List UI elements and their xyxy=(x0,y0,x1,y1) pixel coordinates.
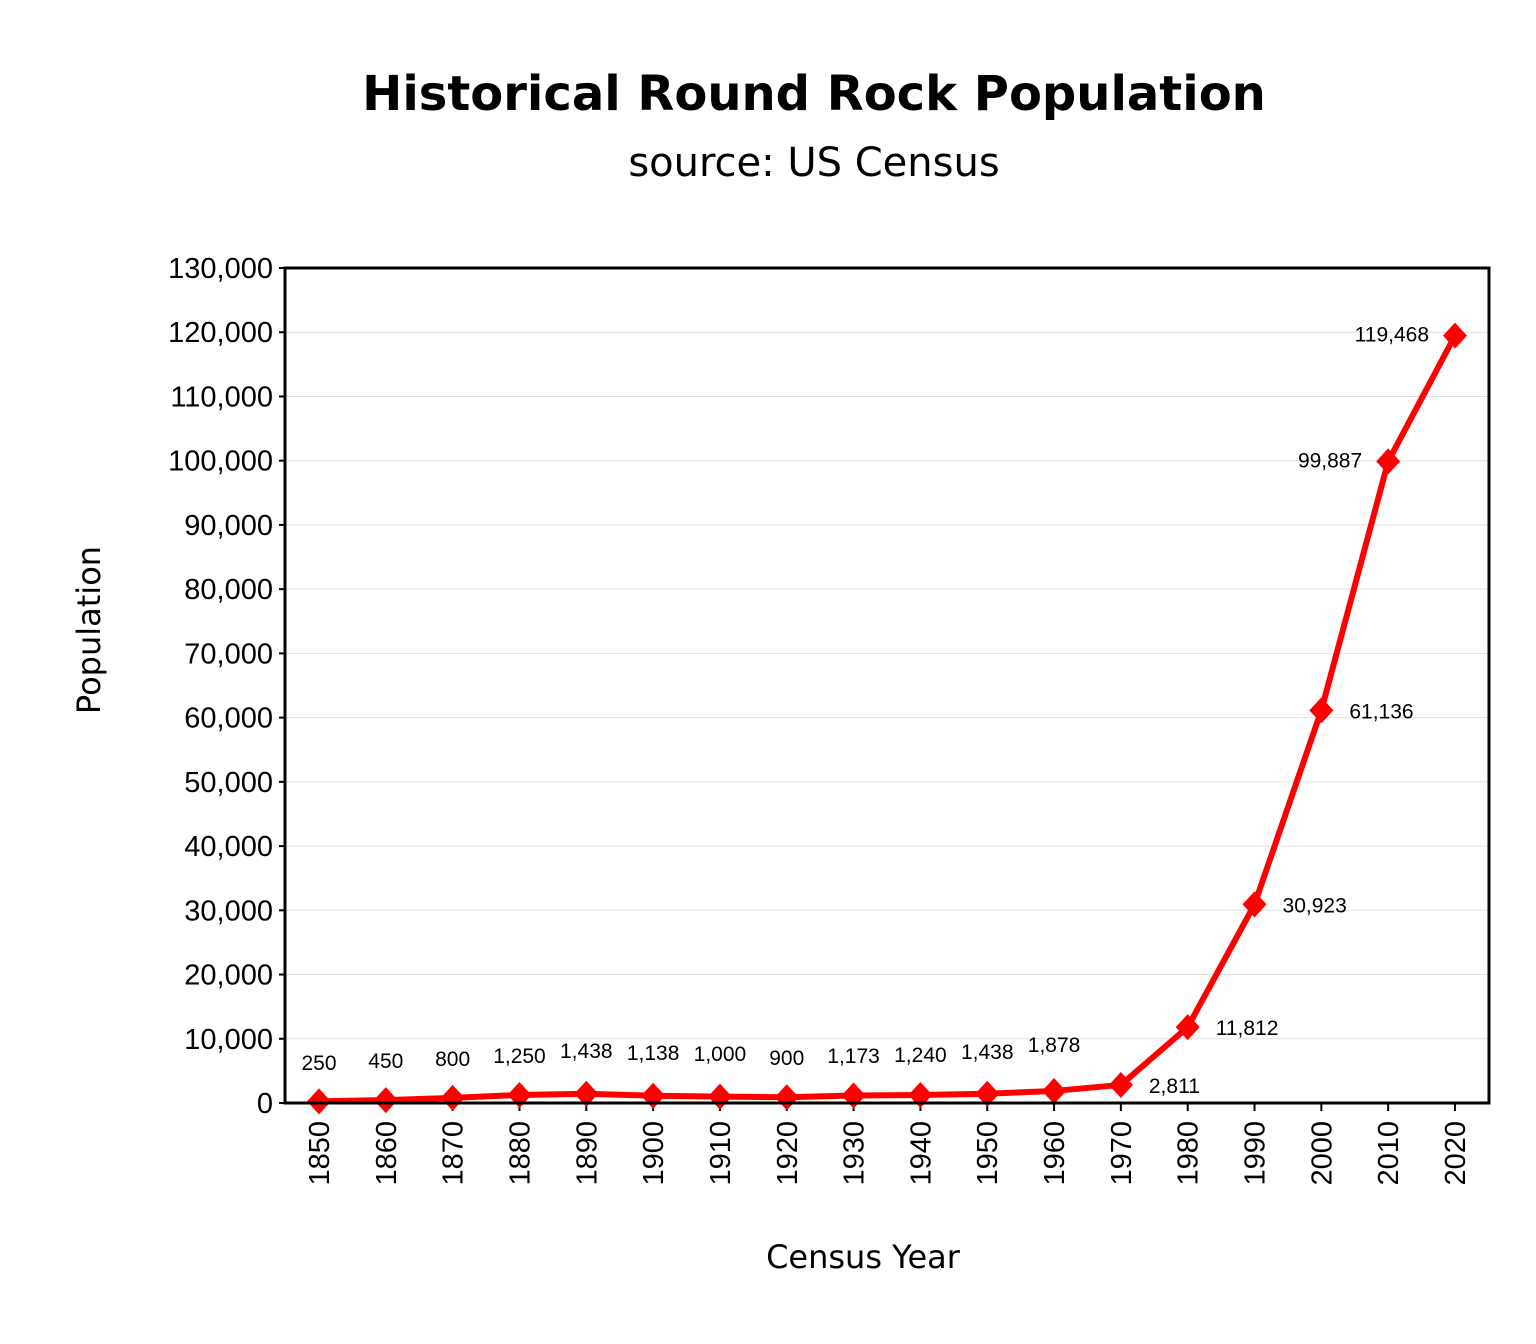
y-axis-ticks: 0 10,000 20,000 30,000 40,000 50,000 60,000 70,… xyxy=(168,253,285,1120)
data-label: 11,812 xyxy=(1216,1017,1279,1040)
data-label: 900 xyxy=(769,1047,804,1070)
y-tick-label: 110,000 xyxy=(170,381,273,413)
x-tick-label: 1990 xyxy=(1240,1121,1272,1186)
y-axis-title: Population xyxy=(70,546,108,714)
data-labels: 250 450 800 1,250 1,438 1,138 1,000 900 1,173 1,2… xyxy=(301,324,1429,1098)
data-label: 1,250 xyxy=(493,1045,546,1068)
data-point-marker xyxy=(574,1080,599,1107)
x-tick-label: 1900 xyxy=(638,1121,670,1186)
y-tick-label: 90,000 xyxy=(184,510,273,542)
data-label: 99,887 xyxy=(1298,449,1362,472)
x-tick-label: 1980 xyxy=(1173,1121,1205,1186)
data-point-marker xyxy=(841,1082,866,1109)
data-point-marker xyxy=(774,1084,799,1111)
data-label: 2,811 xyxy=(1149,1075,1200,1098)
chart-subtitle: source: US Census xyxy=(628,140,999,186)
y-tick-label: 100,000 xyxy=(168,446,273,478)
x-tick-label: 1880 xyxy=(504,1121,536,1186)
data-point-marker xyxy=(1376,448,1401,475)
x-axis-title: Census Year xyxy=(766,1238,961,1276)
y-tick-label: 40,000 xyxy=(184,831,273,863)
data-label: 1,173 xyxy=(827,1045,880,1068)
x-tick-label: 2020 xyxy=(1440,1121,1472,1186)
y-tick-label: 60,000 xyxy=(184,703,273,735)
y-tick-label: 30,000 xyxy=(184,895,273,927)
y-tick-label: 0 xyxy=(257,1088,273,1120)
x-tick-label: 2010 xyxy=(1373,1121,1405,1186)
y-tick-label: 80,000 xyxy=(184,574,273,606)
data-label: 61,136 xyxy=(1349,700,1413,723)
x-tick-label: 1950 xyxy=(972,1121,1004,1186)
data-label: 1,878 xyxy=(1028,1034,1081,1057)
data-label: 800 xyxy=(435,1048,470,1071)
data-label: 30,923 xyxy=(1283,894,1347,917)
data-label: 450 xyxy=(368,1050,403,1073)
data-label: 1,438 xyxy=(961,1041,1014,1064)
data-point-marker xyxy=(1443,322,1467,349)
x-tick-label: 1870 xyxy=(438,1121,470,1186)
y-tick-label: 120,000 xyxy=(168,317,273,349)
data-point-marker xyxy=(1108,1071,1133,1098)
data-label: 1,000 xyxy=(694,1043,747,1066)
series-line xyxy=(318,334,1458,1105)
x-tick-label: 1970 xyxy=(1106,1121,1138,1186)
plot-area-border xyxy=(283,266,1491,1105)
y-tick-label: 10,000 xyxy=(184,1024,273,1056)
data-point-marker xyxy=(373,1087,398,1114)
data-point-marker xyxy=(707,1083,732,1110)
data-label: 1,240 xyxy=(894,1044,947,1067)
data-point-marker xyxy=(307,1088,331,1115)
x-tick-label: 1930 xyxy=(839,1121,871,1186)
chart-title: Historical Round Rock Population xyxy=(362,66,1266,122)
x-tick-label: 1850 xyxy=(304,1121,336,1186)
x-tick-label: 1940 xyxy=(905,1121,937,1186)
data-point-marker xyxy=(641,1082,666,1109)
data-point-marker xyxy=(1242,891,1267,918)
y-tick-label: 20,000 xyxy=(184,960,273,992)
y-tick-label: 50,000 xyxy=(184,767,273,799)
x-tick-label: 1960 xyxy=(1039,1121,1071,1186)
series-population xyxy=(307,322,1467,1115)
data-point-marker xyxy=(1042,1077,1067,1104)
data-label: 250 xyxy=(301,1052,336,1075)
gridlines xyxy=(285,331,1489,1040)
data-point-marker xyxy=(1175,1014,1200,1041)
data-label: 1,138 xyxy=(627,1042,680,1065)
x-tick-label: 2000 xyxy=(1306,1121,1338,1186)
x-tick-label: 1910 xyxy=(705,1121,737,1186)
data-label: 1,438 xyxy=(560,1040,613,1063)
data-point-marker xyxy=(507,1081,532,1108)
y-tick-label: 130,000 xyxy=(168,253,273,285)
x-axis-ticks: 1850 1860 1870 1880 1890 1900 1910 1920 1930 1940… xyxy=(304,1103,1472,1186)
x-tick-label: 1890 xyxy=(571,1121,603,1186)
data-point-marker xyxy=(440,1084,465,1111)
data-point-marker xyxy=(975,1080,1000,1107)
x-tick-label: 1860 xyxy=(371,1121,403,1186)
y-tick-label: 70,000 xyxy=(184,638,273,670)
data-label: 119,468 xyxy=(1355,324,1429,347)
data-point-marker xyxy=(1309,697,1334,724)
x-tick-label: 1920 xyxy=(772,1121,804,1186)
